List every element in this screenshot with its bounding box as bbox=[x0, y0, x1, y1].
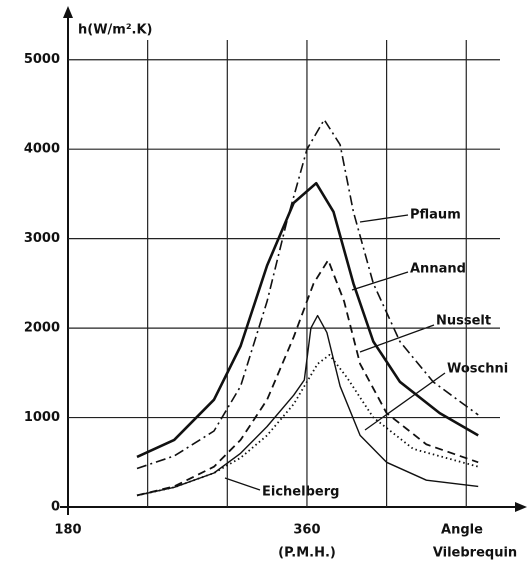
series-line bbox=[136, 118, 479, 470]
series-label: Eichelberg bbox=[262, 485, 339, 500]
x-note: (P.M.H.) bbox=[278, 546, 336, 561]
series-line bbox=[136, 259, 479, 497]
x-arrow bbox=[515, 502, 527, 512]
x-axis-label: Angle bbox=[441, 523, 483, 538]
leader bbox=[359, 324, 435, 353]
y-tick-label: 2000 bbox=[24, 321, 60, 336]
series-line bbox=[136, 181, 479, 459]
x-tick-label: 360 bbox=[293, 523, 320, 538]
y-tick-label: 1000 bbox=[24, 410, 60, 425]
series-label: Nusselt bbox=[436, 314, 491, 329]
y-tick-label: 3000 bbox=[24, 231, 60, 246]
y-tick-label: 4000 bbox=[24, 142, 60, 157]
leader bbox=[351, 271, 409, 291]
leader bbox=[364, 372, 446, 431]
y-tick-label: 5000 bbox=[24, 52, 60, 67]
series-label: Pflaum bbox=[410, 208, 461, 223]
series-label: Annand bbox=[410, 262, 466, 277]
x-axis-label: Vilebrequin bbox=[433, 546, 517, 561]
y-axis-label: h(W/m².K) bbox=[78, 23, 152, 38]
leader bbox=[359, 214, 409, 223]
series-label: Woschni bbox=[447, 362, 508, 377]
y-tick-label: 0 bbox=[51, 500, 60, 515]
x-tick-label: 180 bbox=[54, 523, 81, 538]
series-line bbox=[136, 314, 479, 497]
y-arrow bbox=[63, 6, 73, 18]
leader bbox=[224, 477, 261, 491]
